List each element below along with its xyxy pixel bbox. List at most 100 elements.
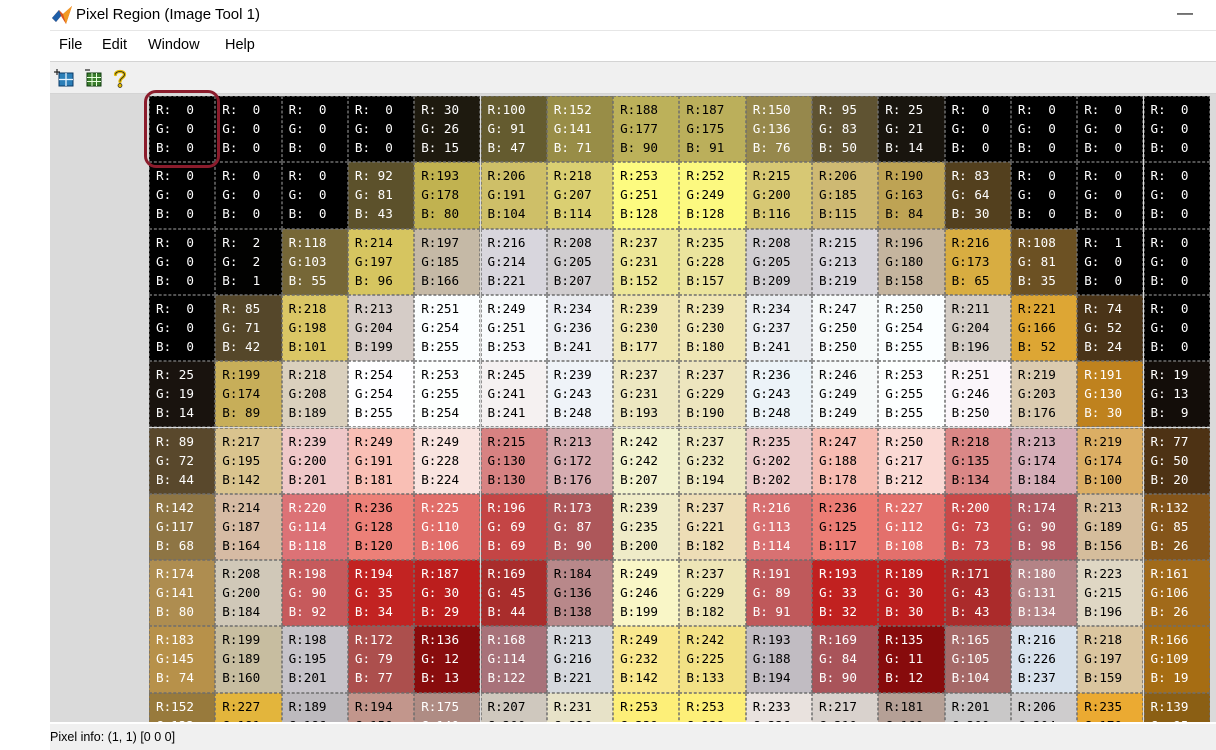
pixel-cell[interactable]: R:213 G:216 B:221 [546,626,614,693]
pixel-cell[interactable]: R: 0 G: 0 B: 0 [1143,228,1210,295]
pixel-cell[interactable]: R:187 G: 30 B: 29 [414,560,481,627]
pixel-cell[interactable]: R:252 G:249 B:128 [679,162,746,229]
pixel-cell[interactable]: R:250 G:217 B:212 [878,427,945,494]
copy-position-icon[interactable] [54,67,76,89]
pixel-cell[interactable]: R:249 G:232 B:142 [613,626,680,693]
pixel-cell[interactable]: R: 0 G: 0 B: 0 [1077,162,1144,229]
pixel-cell[interactable]: R: 0 G: 0 B: 0 [347,96,415,163]
pixel-cell[interactable]: R:249 G:228 B:224 [414,427,481,494]
pixel-cell[interactable]: R:193 G:188 B:194 [745,626,812,693]
pixel-cell[interactable]: R: 85 G: 71 B: 42 [215,294,282,362]
pixel-cell[interactable]: R:191 G: 89 B: 91 [745,560,812,627]
pixel-cell[interactable]: R:191 G:130 B: 30 [1077,361,1144,428]
pixel-cell[interactable]: R: 0 G: 0 B: 0 [149,294,216,362]
pixel-cell[interactable]: R:183 G:145 B: 74 [149,626,216,693]
pixel-cell[interactable]: R:206 G:185 B:115 [812,162,879,229]
pixel-cell[interactable]: R:213 G:204 B:199 [347,294,415,362]
pixel-cell[interactable]: R: 1 G: 0 B: 0 [1077,228,1144,295]
pixel-grid-viewport[interactable]: R: 0 G: 0 B: 0 R: 0 G: 0 B: 0 R: 0 G: 0 B: 0 R: 0… [149,96,1216,722]
pixel-cell[interactable]: R:246 G:249 B:249 [812,361,879,428]
pixel-cell[interactable]: R: 0 G: 0 B: 0 [215,162,282,229]
pixel-cell[interactable]: R: 0 G: 0 B: 0 [1143,162,1210,229]
pixel-cell[interactable]: R:239 G:200 B:201 [281,427,348,494]
pixel-cell[interactable]: R:247 G:188 B:178 [812,427,879,494]
minimize-button[interactable]: — [1177,5,1193,22]
pixel-cell[interactable]: R: 0 G: 0 B: 0 [281,96,348,163]
pixel-cell[interactable]: R:135 G: 11 B: 12 [878,626,945,693]
pixel-cell[interactable]: R:236 G:128 B:120 [347,493,415,561]
pixel-cell[interactable]: R:196 G: 69 B: 69 [480,493,547,561]
pixel-cell[interactable]: R: 0 G: 0 B: 0 [215,96,282,163]
pixel-cell[interactable]: R: 0 G: 0 B: 0 [1010,162,1078,229]
pixel-cell[interactable]: R:199 G:189 B:160 [215,626,282,693]
pixel-cell[interactable]: R: 95 G: 83 B: 50 [812,96,879,163]
pixel-cell[interactable]: R:213 G:174 B:184 [1010,427,1078,494]
pixel-cell[interactable]: R:236 G:243 B:248 [745,361,812,428]
pixel-cell[interactable]: R:118 G:103 B: 55 [281,228,348,295]
pixel-cell[interactable]: R: 25 G: 21 B: 14 [878,96,945,163]
pixel-cell[interactable]: R:220 G:114 B:118 [281,493,348,561]
pixel-cell[interactable]: R:250 G:254 B:255 [878,294,945,362]
menu-edit[interactable]: Edit [102,37,127,53]
pixel-cell[interactable]: R: 0 G: 0 B: 0 [1143,96,1210,163]
pixel-cell[interactable]: R:208 G:205 B:207 [546,228,614,295]
pixel-cell[interactable]: R:169 G: 45 B: 44 [480,560,547,627]
pixel-cell[interactable]: R:171 G: 43 B: 43 [944,560,1011,627]
pixel-cell[interactable]: R:214 G:187 B:164 [215,493,282,561]
pixel-cell[interactable]: R:132 G: 85 B: 26 [1143,493,1210,561]
pixel-cell[interactable]: R:237 G:221 B:182 [679,493,746,561]
pixel-cell[interactable]: R:174 G:141 B: 80 [149,560,216,627]
pixel-region-panel[interactable]: R: 0 G: 0 B: 0 R: 0 G: 0 B: 0 R: 0 G: 0 B: 0 R: 0… [50,94,1216,722]
pixel-cell[interactable]: R:218 G:198 B:101 [281,294,348,362]
pixel-cell[interactable]: R:150 G:136 B: 76 [745,96,812,163]
pixel-cell[interactable]: R:172 G: 79 B: 77 [347,626,415,693]
pixel-cell[interactable]: R:216 G:226 B:237 [1010,626,1078,693]
pixel-cell[interactable]: R:218 G:135 B:134 [944,427,1011,494]
menu-window[interactable]: Window [148,37,200,53]
pixel-cell[interactable]: R:217 G:195 B:142 [215,427,282,494]
pixel-cell[interactable]: R:173 G: 87 B: 90 [546,493,614,561]
pixel-cell[interactable]: R:249 G:251 B:253 [480,294,547,362]
pixel-cell[interactable]: R: 74 G: 52 B: 24 [1077,294,1144,362]
pixel-cell[interactable]: R:239 G:243 B:248 [546,361,614,428]
pixel-cell[interactable]: R:180 G:131 B:134 [1010,560,1078,627]
menu-file[interactable]: File [59,37,83,53]
pixel-cell[interactable]: R:213 G:172 B:176 [546,427,614,494]
pixel-cell[interactable]: R:214 G:197 B: 96 [347,228,415,295]
pixel-cell[interactable]: R:184 G:136 B:138 [546,560,614,627]
pixel-cell[interactable]: R: 89 G: 72 B: 44 [149,427,216,494]
pixel-cell[interactable]: R:208 G:200 B:184 [215,560,282,627]
pixel-cell[interactable]: R:237 G:232 B:194 [679,427,746,494]
pixel-cell[interactable]: R:251 G:254 B:255 [414,294,481,362]
pixel-cell[interactable]: R:234 G:237 B:241 [745,294,812,362]
pixel-cell[interactable]: R:242 G:242 B:207 [613,427,680,494]
pixel-cell[interactable]: R:247 G:250 B:250 [812,294,879,362]
pixel-cell[interactable]: R:239 G:230 B:177 [613,294,680,362]
pixel-cell[interactable]: R:166 G:109 B: 19 [1143,626,1210,693]
pixel-cell[interactable]: R:216 G:214 B:221 [480,228,547,295]
pixel-cell[interactable]: R:198 G:195 B:201 [281,626,348,693]
pixel-cell[interactable]: R:249 G:246 B:199 [613,560,680,627]
pixel-cell[interactable]: R:197 G:185 B:166 [414,228,481,295]
pixel-cell[interactable]: R:169 G: 84 B: 90 [812,626,879,693]
pixel-cell[interactable]: R: 83 G: 64 B: 30 [944,162,1011,229]
pixel-cell[interactable]: R:208 G:205 B:209 [745,228,812,295]
pixel-cell[interactable]: R:175G:140B:132 [414,692,481,722]
pixel-cell[interactable]: R: 0 G: 0 B: 0 [944,96,1011,163]
pixel-cell[interactable]: R:218 G:208 B:189 [281,361,348,428]
pixel-cell[interactable]: R:139G: 95B: 20 [1143,692,1210,722]
pixel-cell[interactable]: R:213 G:189 B:156 [1077,493,1144,561]
pixel-cell[interactable]: R:161 G:106 B: 26 [1143,560,1210,627]
pixel-cell[interactable]: R:219 G:174 B:100 [1077,427,1144,494]
pixel-cell[interactable]: R:235 G:228 B:157 [679,228,746,295]
pixel-cell[interactable]: R:190 G:163 B: 84 [878,162,945,229]
pixel-cell[interactable]: R:193 G:178 B: 80 [414,162,481,229]
pixel-cell[interactable]: R:219 G:203 B:176 [1010,361,1078,428]
